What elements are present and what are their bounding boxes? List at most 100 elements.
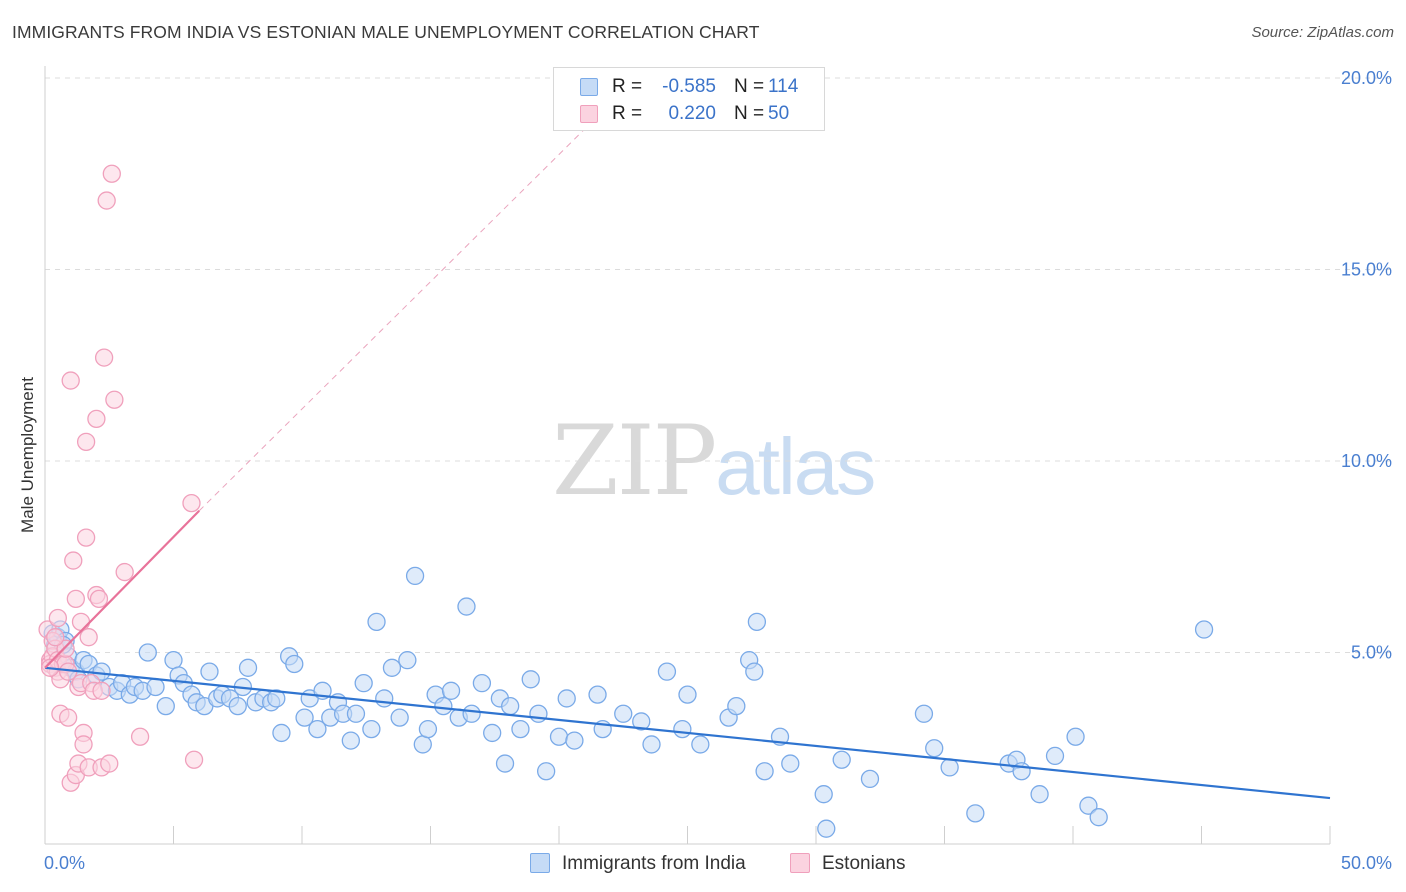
estonians-point: [184, 750, 204, 769]
india-point: [200, 662, 219, 681]
india-point: [501, 696, 520, 716]
india-point: [832, 750, 851, 769]
india-point: [565, 731, 584, 750]
legend-box: R = -0.585 N = 114 R = 0.220 N = 50: [553, 67, 825, 131]
estonians-point: [71, 612, 91, 632]
estonians-point: [79, 628, 98, 647]
estonians-point: [100, 754, 119, 773]
data-points: [38, 164, 1214, 838]
tick-labels: 5.0% 10.0% 15.0% 20.0% 0.0% 50.0%: [44, 68, 1392, 873]
legend-n-label: N =: [734, 76, 765, 97]
india-point: [966, 804, 985, 823]
india-point: [1066, 727, 1085, 746]
india-point: [375, 689, 394, 708]
india-point: [745, 662, 764, 681]
legend-n-value: 114: [768, 76, 799, 97]
india-point: [483, 723, 502, 743]
india-point: [146, 677, 165, 697]
legend-swatch-estonians: [580, 105, 598, 123]
y-tick-label: 10.0%: [1341, 451, 1392, 471]
estonians-point: [58, 708, 78, 727]
india-point: [925, 739, 944, 758]
x-tick-label: 50.0%: [1341, 853, 1392, 873]
estonians-point: [56, 639, 75, 658]
legend-n-label: N =: [734, 103, 765, 124]
legend-r-value: 0.220: [668, 103, 716, 124]
chart-title: IMMIGRANTS FROM INDIA VS ESTONIAN MALE U…: [12, 22, 760, 42]
bottom-legend: Immigrants from India Estonians: [0, 852, 1406, 878]
india-point: [272, 723, 291, 743]
estonians-point: [74, 735, 93, 754]
india-point: [1089, 808, 1108, 827]
india-point: [346, 704, 366, 723]
estonians-trend-line: [44, 510, 200, 669]
y-tick-label: 20.0%: [1341, 68, 1392, 88]
india-point: [441, 681, 461, 700]
india-point: [362, 719, 381, 739]
estonians-point: [130, 727, 150, 746]
india-point: [472, 673, 492, 693]
india-point: [781, 754, 800, 773]
estonians-point: [46, 628, 65, 647]
y-tick-label: 5.0%: [1351, 643, 1392, 663]
india-point: [390, 708, 409, 727]
legend-r-label: R =: [612, 103, 643, 124]
india-point: [678, 685, 697, 704]
legend-n-value: 50: [768, 103, 790, 124]
estonians-point: [105, 390, 124, 409]
india-point: [691, 735, 710, 754]
india-point: [462, 704, 481, 723]
estonians-point: [64, 551, 83, 570]
india-point: [238, 658, 258, 677]
estonians-point: [115, 562, 134, 582]
series-india-points: [43, 566, 1214, 838]
series-estonians-points: [38, 164, 204, 792]
india-point: [914, 704, 934, 723]
axes: [44, 66, 1331, 845]
india-point: [727, 696, 746, 716]
india-point: [308, 719, 327, 739]
india-point: [642, 735, 661, 754]
grid-lines: [45, 77, 1392, 653]
estonians-point: [94, 348, 114, 367]
india-point: [521, 670, 540, 689]
watermark-atlas: atlas: [715, 422, 876, 511]
india-point: [537, 762, 556, 781]
estonians-point: [76, 432, 96, 452]
india-point: [405, 566, 425, 586]
estonians-point: [97, 191, 116, 210]
india-trend-line: [44, 666, 1331, 800]
india-point: [285, 654, 304, 674]
india-point: [1079, 796, 1098, 815]
india-point: [457, 597, 476, 616]
legend-swatch-india: [580, 78, 598, 96]
india-point: [511, 719, 530, 739]
source-note: Source: ZipAtlas.com: [1251, 24, 1394, 41]
y-tick-label: 15.0%: [1341, 260, 1392, 280]
estonians-point: [87, 409, 106, 429]
estonians-point: [92, 681, 111, 700]
india-point: [632, 712, 651, 731]
bottom-legend-swatch-estonians: [790, 853, 810, 873]
bottom-legend-swatch-india: [530, 853, 550, 873]
india-point: [673, 719, 692, 739]
india-point: [228, 696, 247, 716]
estonians-trend-extension: [198, 115, 598, 512]
india-point: [434, 696, 453, 716]
india-point: [156, 696, 175, 716]
legend-row-india: R = -0.585 N = 114: [554, 74, 824, 100]
bottom-legend-label-estonians: Estonians: [822, 853, 906, 874]
india-point: [814, 785, 833, 804]
india-point: [354, 673, 373, 693]
estonians-point: [102, 164, 121, 183]
india-point: [367, 612, 386, 632]
x-tick-label: 0.0%: [44, 853, 85, 873]
india-point: [418, 719, 438, 739]
india-point: [1194, 620, 1214, 639]
india-point: [549, 727, 569, 746]
india-point: [657, 662, 677, 681]
india-point: [557, 689, 576, 708]
india-point: [1045, 746, 1065, 766]
estonians-point: [182, 493, 201, 513]
